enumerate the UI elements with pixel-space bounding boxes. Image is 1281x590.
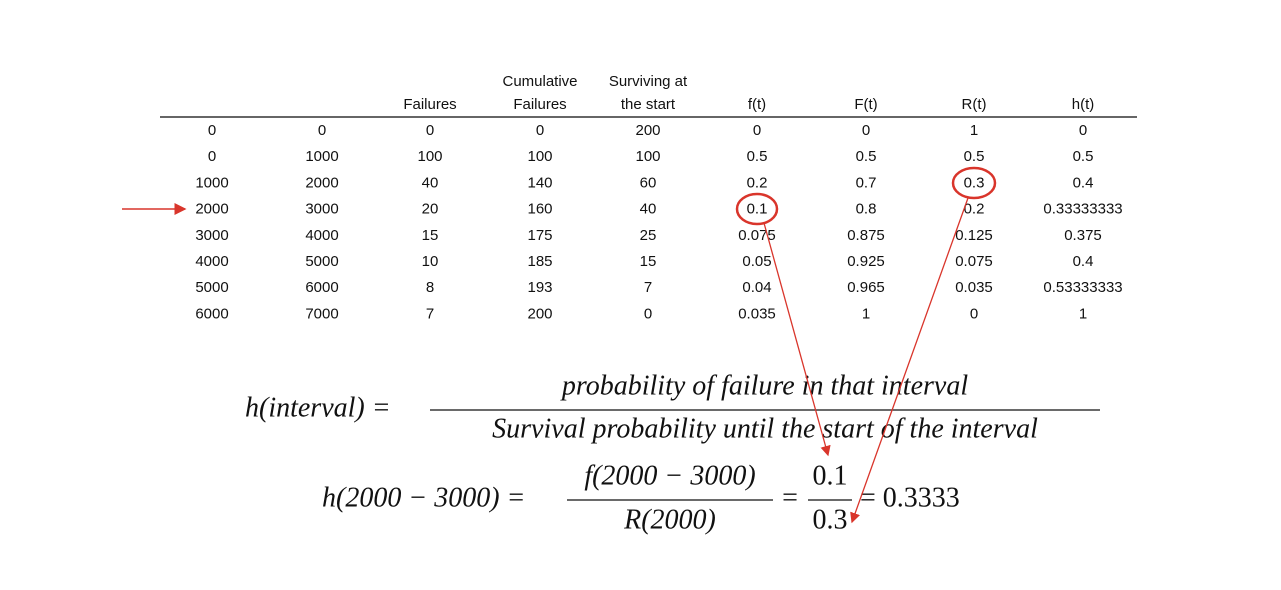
table-cell: 0 (753, 122, 761, 139)
table-cell: 0.2 (747, 174, 768, 191)
table-cell: 140 (527, 174, 552, 191)
example-lhs: h(2000 − 3000) = (322, 482, 525, 513)
table-cell: 0.5 (1073, 148, 1094, 165)
table-cell: 40 (640, 201, 657, 218)
table-cell: 100 (417, 148, 442, 165)
formula-lhs: h(interval) = (245, 392, 391, 423)
table-cell: 0.5 (747, 148, 768, 165)
column-header: the start (621, 96, 676, 113)
table-cell: 0.925 (847, 253, 885, 270)
table-cell: 175 (527, 227, 552, 244)
table-cell: 6000 (195, 305, 228, 322)
table-cell: 0.4 (1073, 253, 1094, 270)
table: Failures Cumulative Failures Surviving at th… (195, 73, 1122, 322)
column-header: Surviving at (609, 73, 688, 90)
table-cell: 0.075 (738, 227, 776, 244)
table-cell: 3000 (195, 227, 228, 244)
table-cell: 1000 (305, 148, 338, 165)
table-cell: 200 (635, 122, 660, 139)
formula-numerator: probability of failure in that interval (560, 370, 968, 401)
table-cell: 0.875 (847, 227, 885, 244)
table-cell: 0.125 (955, 227, 993, 244)
table-cell: 5000 (195, 279, 228, 296)
column-header: F(t) (854, 96, 877, 113)
table-cell: 25 (640, 227, 657, 244)
table-cell: 40 (422, 174, 439, 191)
table-cell: 0.8 (856, 201, 877, 218)
table-cell: 0.3 (964, 174, 985, 191)
connector-arrow (763, 222, 831, 457)
column-header: R(t) (962, 96, 987, 113)
table-cell: 0 (644, 305, 652, 322)
highlight-circle (735, 192, 779, 226)
column-header: Failures (403, 96, 456, 113)
denominator-value: 0.3 (813, 504, 848, 535)
table-cell: 0.53333333 (1043, 279, 1122, 296)
column-header: h(t) (1072, 96, 1095, 113)
column-header: f(t) (748, 96, 766, 113)
table-cell: 6000 (305, 279, 338, 296)
table-cell: 2000 (305, 174, 338, 191)
table-cell: 200 (527, 305, 552, 322)
example-denominator: R(2000) (623, 504, 716, 535)
table-cell: 4000 (195, 253, 228, 270)
column-header: Failures (513, 96, 566, 113)
table-cell: 0 (862, 122, 870, 139)
table-cell: 20 (422, 201, 439, 218)
result: = 0.3333 (860, 482, 960, 513)
table-cell: 160 (527, 201, 552, 218)
table-cell: 193 (527, 279, 552, 296)
table-cell: 100 (635, 148, 660, 165)
table-cell: 0.2 (964, 201, 985, 218)
table-cell: 0.035 (738, 305, 776, 322)
connector-arrow (850, 197, 969, 524)
table-cell: 0 (970, 305, 978, 322)
table-cell: 0.075 (955, 253, 993, 270)
table-cell: 15 (640, 253, 657, 270)
equals: = (782, 482, 798, 513)
table-cell: 3000 (305, 201, 338, 218)
table-cell: 5000 (305, 253, 338, 270)
table-cell: 0 (318, 122, 326, 139)
table-cell: 7 (644, 279, 652, 296)
table-cell: 1000 (195, 174, 228, 191)
table-cell: 1 (862, 305, 870, 322)
table-cell: 8 (426, 279, 434, 296)
numerator-value: 0.1 (813, 460, 848, 491)
table-cell: 15 (422, 227, 439, 244)
table-cell: 0.7 (856, 174, 877, 191)
table-cell: 0.5 (856, 148, 877, 165)
table-cell: 0 (426, 122, 434, 139)
table-cell: 4000 (305, 227, 338, 244)
table-cell: 7000 (305, 305, 338, 322)
table-cell: 0 (208, 148, 216, 165)
column-header: Cumulative (502, 73, 577, 90)
table-cell: 0.035 (955, 279, 993, 296)
table-cell: 0 (536, 122, 544, 139)
table-cell: 100 (527, 148, 552, 165)
table-cell: 0.375 (1064, 227, 1102, 244)
highlight-circle (951, 166, 997, 200)
table-cell: 10 (422, 253, 439, 270)
table-cell: 0.1 (747, 201, 768, 218)
formula-denominator: Survival probability until the start of … (492, 413, 1038, 444)
example-numerator: f(2000 − 3000) (584, 460, 755, 491)
table-cell: 0 (208, 122, 216, 139)
table-cell: 0.5 (964, 148, 985, 165)
table-cell: 0.965 (847, 279, 885, 296)
table-cell: 1 (970, 122, 978, 139)
table-cell: 0.05 (742, 253, 771, 270)
table-cell: 0.33333333 (1043, 201, 1122, 218)
table-cell: 2000 (195, 201, 228, 218)
table-cell: 7 (426, 305, 434, 322)
table-cell: 0 (1079, 122, 1087, 139)
table-cell: 0.04 (742, 279, 771, 296)
table-cell: 185 (527, 253, 552, 270)
table-cell: 0.4 (1073, 174, 1094, 191)
table-cell: 1 (1079, 305, 1087, 322)
table-cell: 60 (640, 174, 657, 191)
